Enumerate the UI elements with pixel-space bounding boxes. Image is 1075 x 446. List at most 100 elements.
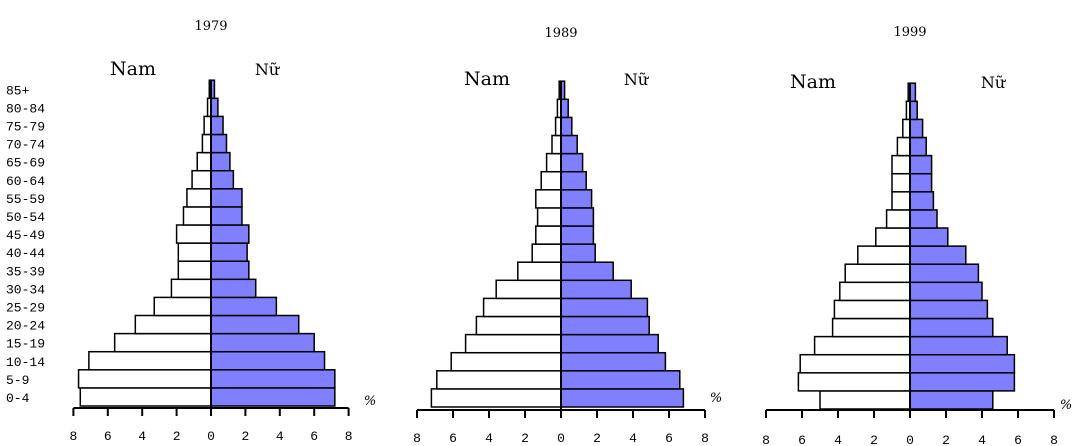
x-tick-label: 4 [834,433,842,446]
female-bar [909,172,933,193]
age-group-label: 5-9 [6,373,29,388]
female-bar [909,263,980,284]
age-group-label: 0-4 [6,391,30,406]
chart-title: 1979 [194,19,227,34]
female-bar [909,390,994,410]
female-bar [210,314,300,335]
male-bar [464,333,562,354]
female-bar [560,170,587,191]
age-group-label: 40-44 [6,246,45,261]
male-bar [833,299,911,320]
male-bar [831,317,911,338]
x-tick-label: 4 [138,429,146,444]
x-tick-label: 6 [798,433,806,446]
female-bar [210,115,224,136]
male-bar [177,242,212,262]
x-tick-label: 8 [701,431,709,446]
male-bar [88,350,212,371]
male-bar [545,152,562,173]
male-bar [535,189,562,209]
x-tick-label: 4 [485,431,493,446]
age-group-label: 55-59 [6,192,45,207]
female-bar [909,353,1016,374]
age-group-label: 70-74 [6,138,45,153]
female-bar [909,317,994,338]
pyramid-1979: 1979 Nam Nữ 0-4 5-9 10-14 15-19 20-24 25-29 30-34… [6,19,376,444]
male-bar [799,353,911,374]
x-tick-label: 4 [978,433,986,446]
female-bar [909,100,918,121]
x-tick-label: 8 [413,431,421,446]
male-bar [531,243,562,263]
male-bar [186,188,212,208]
female-bar [560,207,595,227]
male-bar [495,279,562,300]
x-tick-label: 2 [173,429,181,444]
female-bar [210,151,231,172]
female-bar [909,245,967,265]
male-bar [113,332,212,353]
female-bar [909,335,1008,356]
female-bar [909,118,924,139]
male-bar [191,169,212,190]
female-bar [210,260,250,281]
female-bar [560,261,614,282]
male-bar [175,224,212,244]
female-label: Nữ [981,73,1007,92]
male-label: Nam [110,58,156,80]
x-tick-label: 2 [942,433,950,446]
male-bar [857,245,911,265]
male-bar [891,154,911,175]
male-bar [436,370,562,390]
x-tick-label: 8 [345,429,353,444]
female-bar [210,350,326,371]
female-bar [210,387,336,407]
x-tick-label: 0 [906,433,914,446]
female-bar [560,98,569,119]
female-bar [210,242,248,262]
x-tick-label: 4 [276,429,284,444]
age-group-label: 15-19 [6,337,45,352]
age-group-label: 20-24 [6,319,45,334]
female-bar [560,152,584,173]
male-bar [885,209,911,229]
female-bar [210,188,243,208]
age-group-label: 60-64 [6,174,45,189]
male-bar [839,281,911,302]
female-bar [909,209,938,229]
chart-title: 1999 [893,25,926,40]
male-bar [79,387,212,407]
x-tick-label: 8 [1050,433,1058,446]
female-label: Nữ [624,70,650,89]
male-bar [196,151,212,172]
chart-title: 1989 [544,26,577,41]
male-bar [551,134,562,155]
female-bar [560,388,685,408]
male-bar [450,351,562,372]
female-bar [909,191,935,211]
age-group-label: 75-79 [6,119,45,134]
x-tick-label: 8 [762,433,770,446]
x-tick-label: 6 [1014,433,1022,446]
unit-label: % [364,394,376,409]
female-bar [560,333,659,354]
male-bar [517,261,562,282]
x-tick-label: 6 [310,429,318,444]
age-group-label: 45-49 [6,228,45,243]
x-tick-label: 6 [104,429,112,444]
x-tick-label: 4 [629,431,637,446]
male-bar [482,297,562,318]
x-tick-label: 0 [557,431,565,446]
male-bar [203,115,212,136]
female-bar [909,136,927,157]
x-tick-label: 8 [69,429,77,444]
female-bar [210,169,235,190]
female-bar [560,134,578,155]
x-tick-label: 6 [665,431,673,446]
female-bar [909,281,983,302]
age-group-label: 50-54 [6,210,45,225]
female-bar [210,369,336,389]
age-group-label: 25-29 [6,300,45,315]
female-bar [560,225,595,245]
female-bar [210,332,315,353]
